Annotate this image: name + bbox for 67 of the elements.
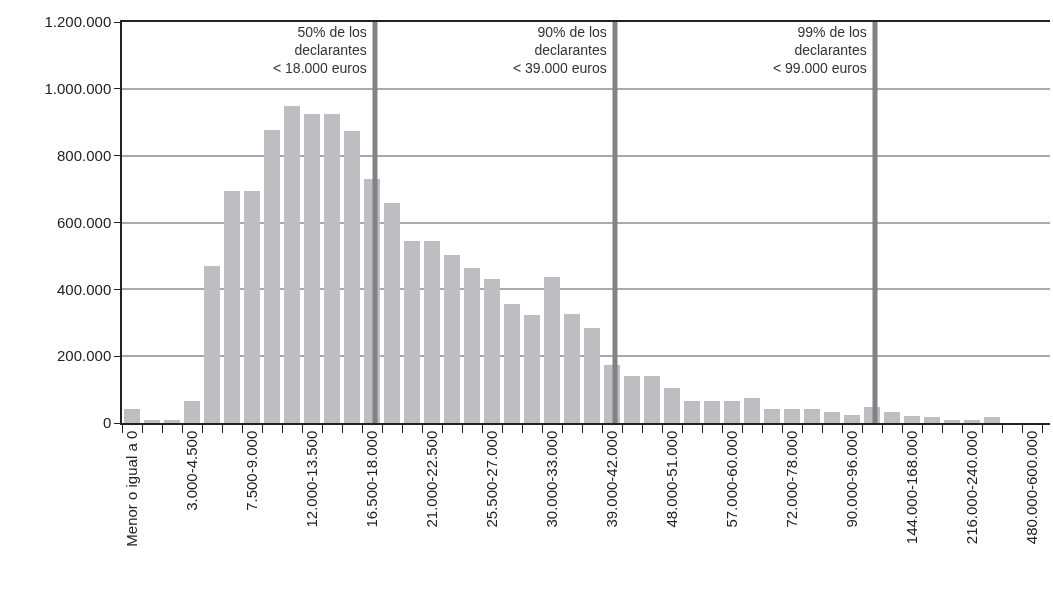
bar	[904, 416, 920, 423]
y-tick-label: 0	[102, 414, 112, 432]
bar	[324, 114, 340, 423]
x-tick-label: Menor o igual a 0	[122, 430, 140, 547]
bar	[544, 277, 560, 423]
x-tick-label: 16.500-18.000	[362, 430, 380, 528]
bar	[224, 191, 240, 423]
bar	[704, 401, 720, 423]
bar	[644, 376, 660, 423]
y-tick-label: 400.000	[57, 280, 112, 298]
bar	[784, 409, 800, 423]
bar	[304, 114, 320, 423]
bar	[244, 191, 260, 423]
bar	[584, 328, 600, 423]
x-tick-label: 7.500-9.000	[242, 430, 260, 511]
bar	[744, 398, 760, 423]
bar	[404, 241, 420, 423]
bar	[944, 420, 960, 423]
annotation: 99% de los declarantes < 99.000 euros	[773, 24, 867, 77]
x-tick-label: 48.000-51.000	[662, 430, 680, 528]
bar	[204, 266, 220, 423]
bar	[264, 130, 280, 423]
x-tick-label: 30.000-33.000	[542, 430, 560, 528]
bar	[344, 131, 360, 423]
x-tick-label: 72.000-78.000	[782, 430, 800, 528]
x-tick-label: 216.000-240.000	[962, 430, 980, 545]
y-tick-label: 600.000	[57, 213, 112, 231]
bar	[824, 412, 840, 423]
bar	[444, 255, 460, 423]
bar	[804, 409, 820, 423]
bar	[684, 401, 700, 423]
bar	[564, 314, 580, 423]
x-tick-label: 144.000-168.000	[902, 430, 920, 545]
x-tick-label: 480.000-600.000	[1022, 430, 1040, 545]
y-tick-label: 1.000.000	[44, 80, 112, 98]
bar	[184, 401, 200, 423]
x-tick-label: 57.000-60.000	[722, 430, 740, 528]
bar	[884, 412, 900, 423]
annotation: 50% de los declarantes < 18.000 euros	[273, 24, 367, 77]
x-tick-label: 90.000-96.000	[842, 430, 860, 528]
bar	[504, 304, 520, 423]
bar	[844, 415, 860, 423]
bar	[384, 203, 400, 423]
x-tick-label: 39.000-42.000	[602, 430, 620, 528]
bar	[524, 315, 540, 423]
x-tick-label: 12.000-13.500	[302, 430, 320, 528]
bar	[984, 417, 1000, 423]
bar	[124, 409, 140, 423]
bar	[664, 388, 680, 423]
bar	[144, 420, 160, 423]
bar	[484, 279, 500, 423]
bar	[624, 376, 640, 423]
y-tick-label: 200.000	[57, 347, 112, 365]
bar	[924, 417, 940, 423]
y-tick-label: 1.200.000	[44, 13, 112, 31]
bar	[724, 401, 740, 423]
bar	[284, 106, 300, 423]
x-tick-label: 25.500-27.000	[482, 430, 500, 528]
y-tick-label: 800.000	[57, 146, 112, 164]
x-tick-label: 21.000-22.500	[422, 430, 440, 528]
annotation: 90% de los declarantes < 39.000 euros	[513, 24, 607, 77]
bar	[464, 268, 480, 423]
bar	[764, 409, 780, 423]
bar	[424, 241, 440, 423]
bar	[164, 420, 180, 423]
x-tick-label: 3.000-4.500	[182, 430, 200, 511]
bar	[964, 420, 980, 423]
